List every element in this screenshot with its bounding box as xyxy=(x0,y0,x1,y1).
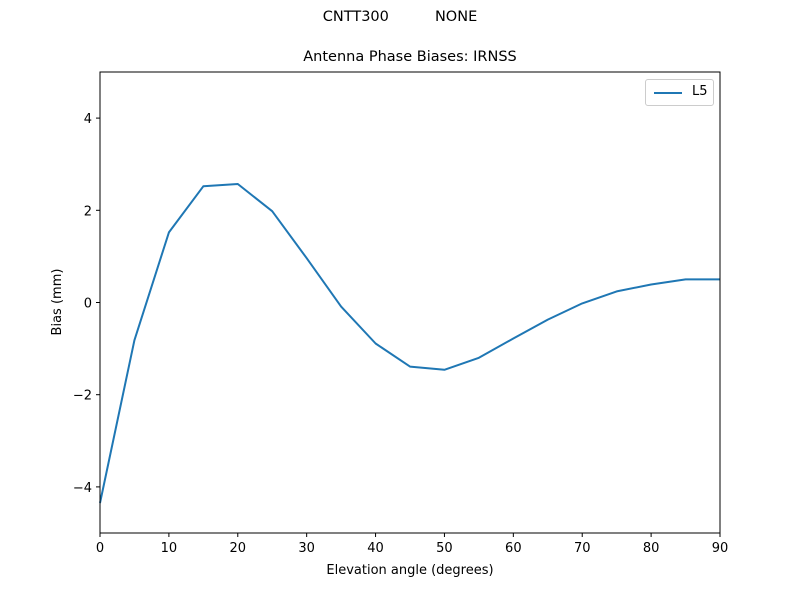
x-tick-label: 50 xyxy=(436,541,453,556)
x-tick-label: 60 xyxy=(505,541,522,556)
y-axis-label: Bias (mm) xyxy=(50,269,65,336)
y-tick-label: −2 xyxy=(73,389,92,404)
legend-line-swatch xyxy=(654,92,682,94)
y-tick-label: 4 xyxy=(84,112,92,127)
plot-area-frame xyxy=(99,71,721,534)
x-tick-label: 10 xyxy=(161,541,178,556)
x-tick-label: 90 xyxy=(712,541,729,556)
y-tick-label: −4 xyxy=(73,481,92,496)
x-tick-label: 0 xyxy=(96,541,104,556)
legend: L5 xyxy=(645,79,714,106)
x-tick-label: 30 xyxy=(298,541,315,556)
y-tick-label: 0 xyxy=(84,297,92,312)
x-tick-label: 80 xyxy=(643,541,660,556)
x-tick-label: 20 xyxy=(230,541,247,556)
y-tick-label: 2 xyxy=(84,204,92,219)
x-tick-label: 70 xyxy=(574,541,591,556)
x-axis-label: Elevation angle (degrees) xyxy=(326,563,493,578)
x-tick-label: 40 xyxy=(367,541,384,556)
chart-title: Antenna Phase Biases: IRNSS xyxy=(303,49,517,65)
series-l5-line xyxy=(99,183,720,504)
figure-suptitle: CNTT300 NONE xyxy=(322,9,478,25)
legend-label-l5: L5 xyxy=(692,84,708,99)
